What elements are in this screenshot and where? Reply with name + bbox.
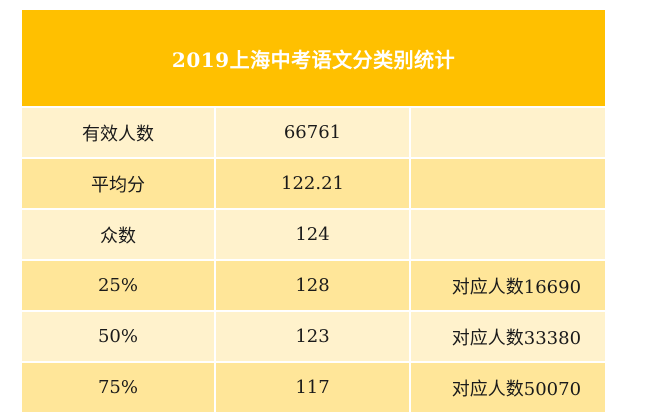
table-row: 25% 128 对应人数16690 bbox=[22, 259, 606, 311]
row-note: 对应人数16690 bbox=[408, 259, 606, 311]
row-value: 66761 bbox=[214, 106, 410, 158]
row-label: 50% bbox=[22, 310, 215, 362]
row-note bbox=[408, 106, 606, 158]
row-value: 124 bbox=[214, 208, 410, 260]
row-note bbox=[408, 157, 606, 209]
table-row: 50% 123 对应人数33380 bbox=[22, 310, 606, 362]
row-label: 平均分 bbox=[22, 157, 215, 209]
row-label: 众数 bbox=[22, 208, 215, 260]
table-row: 75% 117 对应人数50070 bbox=[22, 361, 606, 412]
row-label: 75% bbox=[22, 361, 215, 412]
table-row: 众数 124 bbox=[22, 208, 606, 260]
table-title: 2019上海中考语文分类别统计 bbox=[22, 10, 606, 107]
table-row: 平均分 122.21 bbox=[22, 157, 606, 209]
table-row: 有效人数 66761 bbox=[22, 106, 606, 158]
row-note bbox=[408, 208, 606, 260]
row-value: 117 bbox=[214, 361, 410, 412]
stats-table: 2019上海中考语文分类别统计 有效人数 66761 平均分 122.21 众数… bbox=[22, 10, 606, 412]
row-note: 对应人数50070 bbox=[408, 361, 606, 412]
table-header-row: 2019上海中考语文分类别统计 bbox=[22, 10, 606, 107]
row-value: 128 bbox=[214, 259, 410, 311]
row-value: 123 bbox=[214, 310, 410, 362]
row-label: 有效人数 bbox=[22, 106, 215, 158]
row-note: 对应人数33380 bbox=[408, 310, 606, 362]
row-value: 122.21 bbox=[214, 157, 410, 209]
row-label: 25% bbox=[22, 259, 215, 311]
